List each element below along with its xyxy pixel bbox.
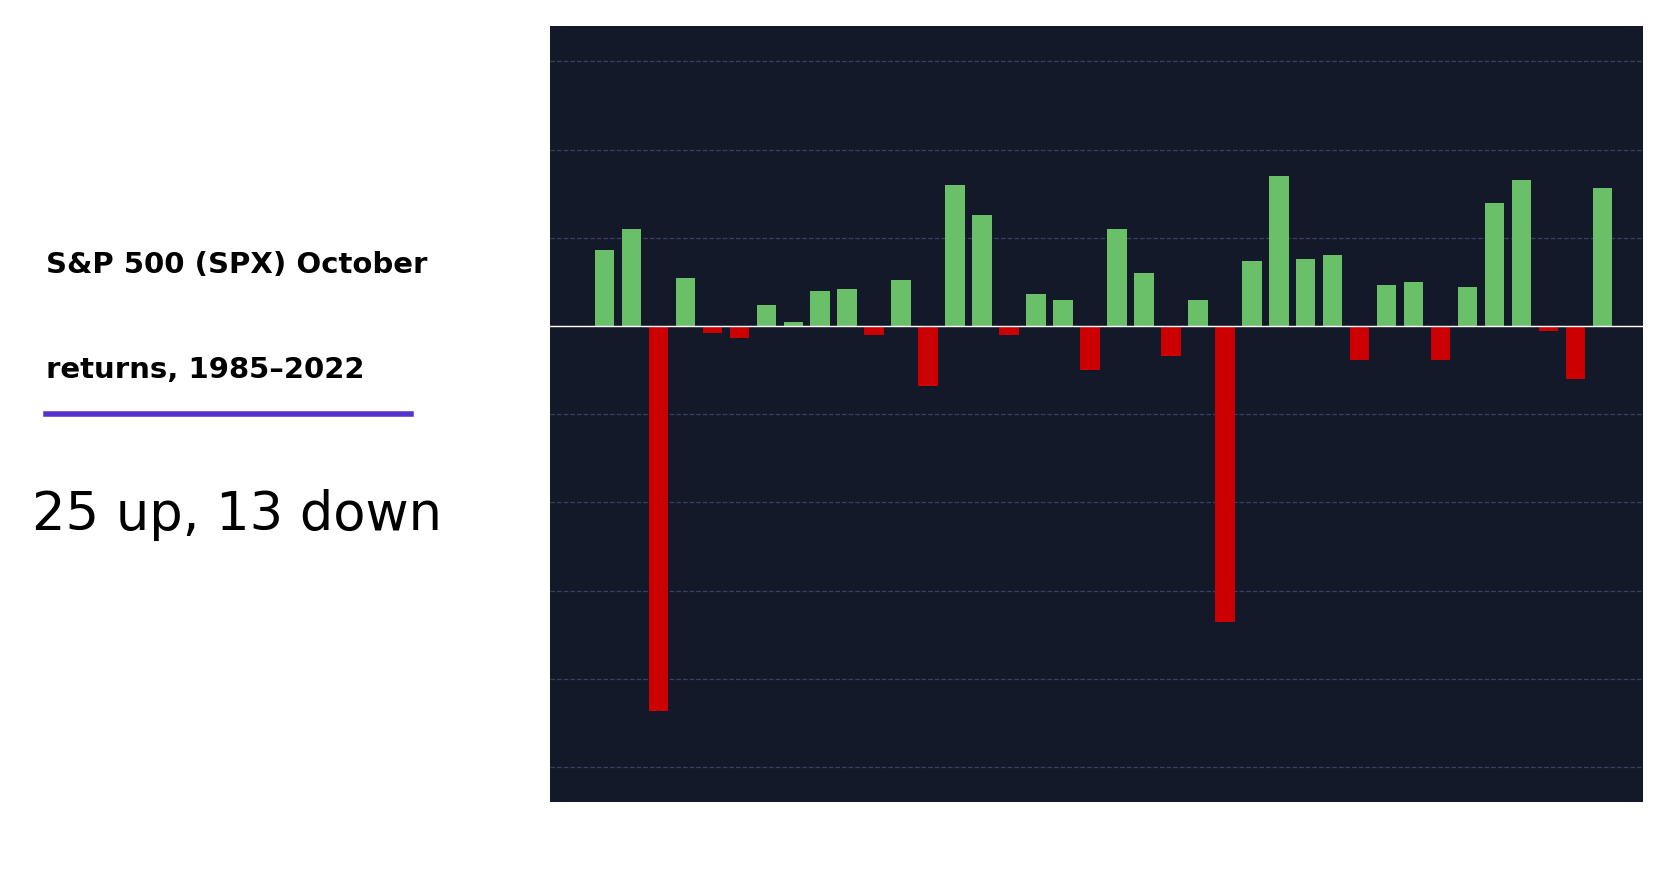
Bar <box>1081 326 1099 370</box>
Bar <box>1323 255 1343 326</box>
Bar <box>1214 326 1234 623</box>
Text: returns, 1985–2022: returns, 1985–2022 <box>45 356 364 384</box>
Bar <box>1593 188 1613 326</box>
Bar <box>1378 285 1396 326</box>
Bar <box>837 289 857 326</box>
Bar <box>864 326 884 335</box>
Bar <box>1161 326 1181 356</box>
Bar <box>1404 282 1423 326</box>
Bar <box>1431 326 1451 359</box>
Bar <box>595 250 614 326</box>
Bar <box>1053 300 1073 326</box>
Bar <box>946 185 964 326</box>
Bar <box>757 305 776 326</box>
Bar <box>1540 326 1558 331</box>
Bar <box>1566 326 1585 379</box>
Bar <box>622 229 641 326</box>
Bar <box>1243 261 1261 326</box>
Text: S&P 500 (SPX) October: S&P 500 (SPX) October <box>45 251 427 279</box>
Bar <box>649 326 669 711</box>
Bar <box>1269 176 1288 326</box>
Bar <box>702 326 722 333</box>
Bar <box>891 280 911 326</box>
Bar <box>999 326 1019 335</box>
Bar <box>1188 300 1208 326</box>
Bar <box>676 278 696 326</box>
Bar <box>1458 287 1478 326</box>
Bar <box>1349 326 1369 359</box>
Text: 25 up, 13 down: 25 up, 13 down <box>32 488 442 541</box>
Bar <box>784 323 802 326</box>
Bar <box>1485 202 1505 326</box>
Bar <box>1134 273 1154 326</box>
Bar <box>919 326 937 386</box>
Bar <box>729 326 749 338</box>
Bar <box>1026 294 1046 326</box>
Bar <box>1108 229 1126 326</box>
Bar <box>1296 259 1316 326</box>
Bar <box>1511 180 1531 326</box>
Bar <box>811 290 831 326</box>
Bar <box>972 215 992 326</box>
